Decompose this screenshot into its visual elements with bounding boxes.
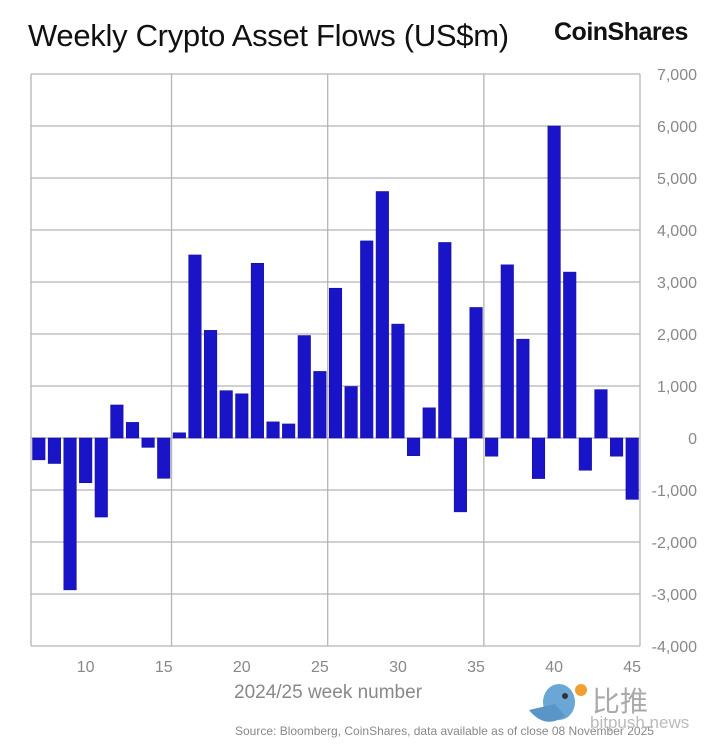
y-tick-label: 0 [688, 431, 697, 448]
x-tick-label: 20 [233, 659, 251, 676]
x-tick-label: 40 [545, 659, 563, 676]
x-tick-label: 15 [155, 659, 173, 676]
bar-week-18 [204, 330, 218, 439]
bar-week-36 [485, 437, 499, 457]
bar-week-23 [282, 423, 296, 439]
x-tick-label: 35 [467, 659, 485, 676]
bar-week-37 [500, 264, 514, 439]
bar-week-33 [438, 242, 452, 439]
y-tick-label: 4,000 [657, 223, 697, 240]
bar-week-35 [469, 307, 483, 439]
bar-week-9 [63, 437, 77, 591]
bar-week-43 [594, 389, 608, 439]
bars [32, 125, 639, 591]
x-tick-label: 45 [623, 659, 641, 676]
y-tick-label: -2,000 [652, 535, 697, 552]
bar-week-41 [563, 271, 577, 439]
bar-week-10 [79, 437, 93, 484]
bar-week-7 [32, 437, 46, 461]
x-tick-label: 10 [77, 659, 95, 676]
y-tick-label: -4,000 [652, 639, 697, 656]
bar-week-8 [47, 437, 61, 464]
bar-week-15 [157, 437, 171, 479]
chart-title: Weekly Crypto Asset Flows (US$m) [28, 18, 509, 53]
watermark-cn: 比推 [592, 686, 649, 717]
x-axis-label: 2024/25 week number [234, 682, 423, 703]
bar-week-34 [453, 437, 467, 513]
bar-week-32 [422, 407, 436, 439]
bar-week-13 [125, 422, 140, 439]
bar-week-12 [110, 404, 124, 439]
bar-week-14 [141, 437, 155, 448]
bar-week-19 [219, 390, 233, 439]
y-axis-ticks: 7,000 6,000 5,000 4,000 3,000 2,000 1,000 0 -1,0… [652, 67, 697, 656]
bar-week-30 [391, 323, 405, 439]
bar-week-38 [516, 338, 530, 439]
y-tick-label: -1,000 [652, 483, 697, 500]
x-axis-ticks: 10 15 20 25 30 35 40 45 [77, 659, 641, 676]
y-tick-label: -3,000 [652, 587, 697, 604]
coinshares-logo: CoinShares [554, 18, 688, 46]
bar-week-44 [610, 437, 624, 457]
bar-week-39 [531, 437, 546, 479]
bar-week-21 [250, 262, 264, 439]
bar-week-42 [578, 437, 592, 471]
bar-week-40 [547, 125, 561, 439]
bar-week-25 [313, 371, 327, 439]
bar-week-17 [188, 254, 202, 439]
y-tick-label: 2,000 [657, 327, 697, 344]
bar-week-24 [297, 335, 311, 439]
x-tick-label: 30 [389, 659, 407, 676]
bar-week-20 [235, 393, 249, 439]
bar-week-22 [266, 421, 280, 439]
source-note: Source: Bloomberg, CoinShares, data avai… [235, 724, 654, 738]
bar-week-11 [94, 437, 108, 518]
bar-week-28 [360, 240, 374, 439]
x-tick-label: 25 [311, 659, 329, 676]
y-tick-label: 6,000 [657, 119, 697, 136]
bar-week-29 [375, 191, 389, 439]
bitpush-bird-icon [529, 684, 587, 722]
bar-week-45 [625, 437, 639, 500]
bar-week-16 [172, 432, 186, 439]
bar-week-27 [344, 386, 358, 439]
watermark-en: bitpush.news [590, 713, 690, 732]
y-tick-label: 5,000 [657, 171, 697, 188]
y-tick-label: 3,000 [657, 275, 697, 292]
bar-week-31 [407, 437, 421, 456]
bar-week-26 [328, 287, 343, 439]
y-tick-label: 7,000 [657, 67, 697, 84]
y-tick-label: 1,000 [657, 379, 697, 396]
